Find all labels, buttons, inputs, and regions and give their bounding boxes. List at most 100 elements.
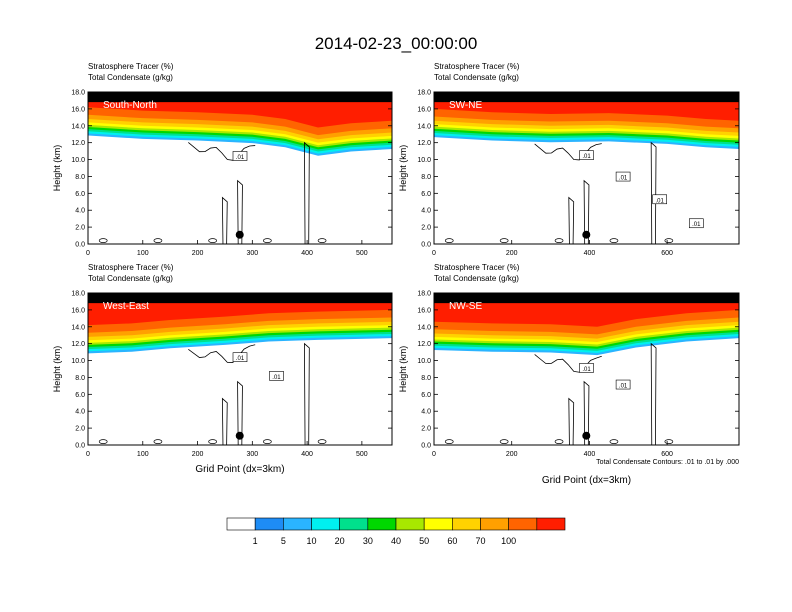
condensate-contour: [499, 439, 509, 444]
x-tick-label: 600: [661, 451, 673, 458]
y-tick-label: 16.0: [71, 307, 85, 314]
x-axis-label: Grid Point (dx=3km): [542, 475, 631, 486]
condensate-contour: [208, 238, 217, 243]
x-tick-label: 0: [432, 451, 436, 458]
condensate-contour: [568, 196, 575, 244]
y-tick-label: 10.0: [417, 157, 431, 164]
y-tick-label: 14.0: [417, 324, 431, 331]
panel-title-line: Stratosphere Tracer (%): [88, 62, 174, 71]
panel-sw-ne: .01 .01 .01 .01 SW-NE 0.0 2.0 4.0 6.0 8.0 10.0 12.0…: [398, 62, 740, 257]
x-tick-label: 400: [301, 451, 313, 458]
panel-south-north: .01 South-North 0.0 2.0 4.0 6.0 8.0 10.0 12.0 14.…: [52, 62, 393, 257]
y-tick-label: 16.0: [71, 106, 85, 113]
x-tick-label: 0: [86, 250, 90, 257]
panel-nw-se: .01 .01 NW-SE 0.0 2.0 4.0 6.0 8.0 10.0 12.0 14.0 16…: [398, 263, 740, 486]
y-tick-label: 0.0: [421, 443, 431, 450]
panel-title-line: Total Condensate (g/kg): [434, 73, 519, 82]
x-tick-label: 400: [584, 451, 596, 458]
contour-label-box: [579, 150, 594, 160]
colorbar-label: 100: [501, 536, 516, 546]
y-tick-label: 10.0: [71, 157, 85, 164]
tracer-band: [434, 92, 739, 103]
condensate-contour: [568, 397, 575, 445]
y-tick-label: 2.0: [75, 426, 85, 433]
colorbar-swatch: [283, 517, 312, 531]
condensate-contour: [554, 439, 564, 444]
contour-label-box: [269, 371, 284, 381]
y-tick-label: 18.0: [71, 90, 85, 97]
section-label: West-East: [103, 301, 149, 312]
plot-area: .01 .01: [434, 293, 739, 445]
contour-label-box: [688, 218, 704, 229]
y-tick-label: 2.0: [75, 225, 85, 232]
x-tick-label: 300: [246, 451, 258, 458]
x-tick-label: 200: [506, 451, 518, 458]
contour-label-box: [652, 194, 668, 205]
x-tick-label: 200: [506, 250, 518, 257]
x-tick-label: 100: [137, 250, 149, 257]
condensate-contour: [98, 238, 108, 243]
y-tick-label: 6.0: [421, 392, 431, 399]
y-tick-label: 10.0: [71, 358, 85, 365]
y-tick-label: 0.0: [75, 242, 85, 249]
contour-label-box: [232, 151, 248, 161]
y-axis-label: Height (km): [52, 145, 62, 192]
location-marker: [582, 431, 591, 440]
condensate-contour: [554, 238, 564, 243]
tracer-band: [434, 293, 739, 304]
y-tick-label: 0.0: [421, 242, 431, 249]
location-marker: [582, 230, 591, 239]
contour-label-box: [615, 171, 631, 182]
colorbar-swatch: [395, 517, 425, 531]
x-tick-label: 200: [192, 250, 204, 257]
figure-title: 2014-02-23_00:00:00: [315, 34, 478, 53]
condensate-contour: [153, 238, 163, 243]
x-tick-label: 500: [356, 451, 368, 458]
x-tick-label: 0: [86, 451, 90, 458]
x-tick-label: 0: [432, 250, 436, 257]
colorbar-label: 30: [363, 536, 373, 546]
y-tick-label: 8.0: [75, 375, 85, 382]
section-label: NW-SE: [449, 301, 482, 312]
condensate-contour: [98, 439, 108, 444]
condensate-contour: [237, 179, 243, 244]
y-tick-label: 18.0: [417, 291, 431, 298]
contour-label: .01: [236, 356, 245, 362]
contour-label: .01: [656, 198, 665, 204]
contour-label-box: [579, 363, 594, 373]
panels-group: .01 South-North 0.0 2.0 4.0 6.0 8.0 10.0 12.0 14.…: [52, 62, 740, 486]
condensate-contour: [650, 141, 657, 244]
colorbar-label: 60: [447, 536, 457, 546]
y-tick-label: 0.0: [75, 443, 85, 450]
y-tick-label: 4.0: [75, 409, 85, 416]
condensate-contour: [208, 439, 217, 444]
contour-label: .01: [619, 384, 628, 390]
y-tick-label: 4.0: [75, 208, 85, 215]
condensate-contour: [499, 238, 509, 243]
x-tick-label: 300: [246, 250, 258, 257]
y-tick-label: 6.0: [421, 191, 431, 198]
contour-label: .01: [236, 155, 245, 161]
condensate-contour: [609, 439, 619, 444]
panel-title-line: Stratosphere Tracer (%): [434, 263, 520, 272]
contour-label: .01: [272, 375, 281, 381]
footnote: Total Condensate Contours: .01 to .01 by…: [596, 459, 739, 466]
condensate-contour: [188, 142, 256, 161]
panel-title-line: Total Condensate (g/kg): [88, 274, 173, 283]
condensate-contour: [583, 380, 590, 445]
condensate-contour: [534, 143, 602, 161]
x-tick-label: 400: [584, 250, 596, 257]
y-tick-label: 2.0: [421, 426, 431, 433]
condensate-contour: [221, 196, 228, 244]
condensate-contour: [444, 238, 454, 243]
panel-title-line: Total Condensate (g/kg): [434, 274, 519, 283]
colorbar-swatch: [480, 517, 509, 531]
condensate-contour: [664, 238, 674, 243]
tracer-band: [88, 293, 392, 304]
condensate-contour: [317, 238, 327, 243]
y-tick-label: 4.0: [421, 208, 431, 215]
colorbar-label: 70: [475, 536, 485, 546]
panel-west-east: .01 .01 West-East 0.0 2.0 4.0 6.0 8.0 10.0 12.0 14…: [52, 263, 393, 475]
condensate-contour: [664, 439, 674, 444]
